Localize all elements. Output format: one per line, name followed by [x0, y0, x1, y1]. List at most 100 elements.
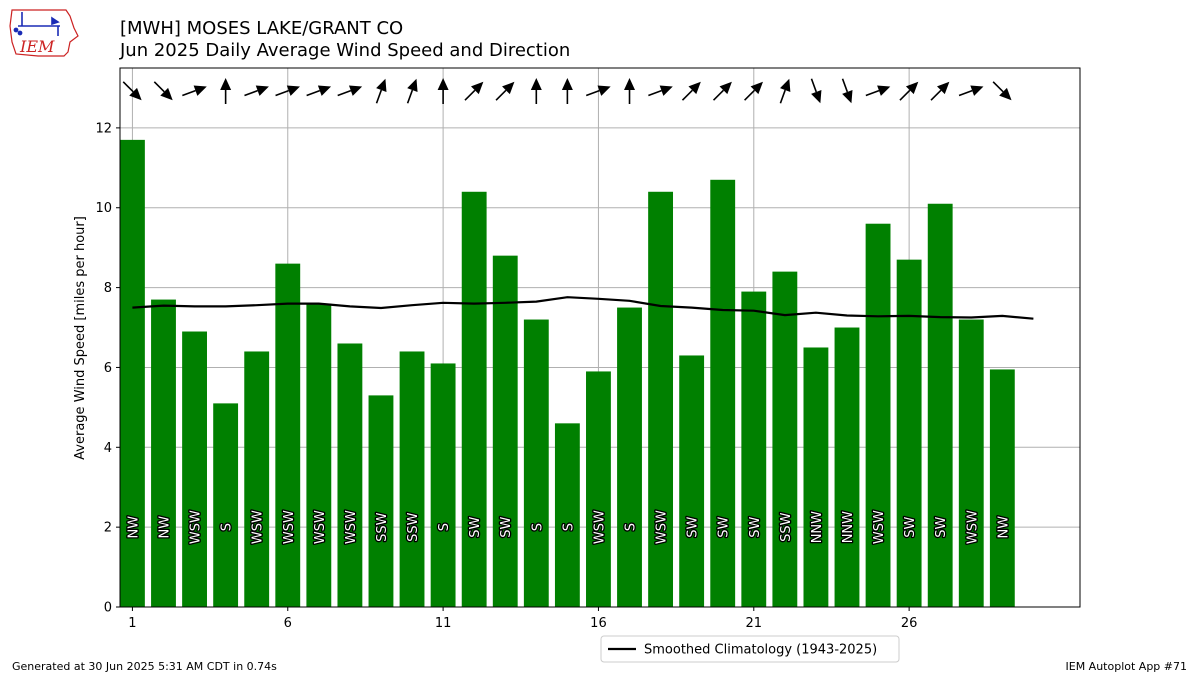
- direction-label-day-5: WSW: [251, 510, 266, 544]
- wind-arrow-day-4: [220, 78, 232, 104]
- wind-arrow-day-15: [561, 78, 573, 104]
- wind-arrow-day-3: [182, 85, 207, 97]
- chart-title: [MWH] MOSES LAKE/GRANT CO: [120, 18, 404, 39]
- y-tick-label: 2: [104, 521, 112, 536]
- direction-label-day-2: NW: [157, 516, 172, 539]
- bar-day-8: [337, 343, 363, 607]
- y-tick-label: 4: [104, 441, 112, 456]
- wind-arrow-day-26: [899, 81, 919, 101]
- bar-day-2: [151, 299, 176, 607]
- direction-label-day-8: WSW: [344, 510, 359, 544]
- climatology-line: [132, 296, 1034, 320]
- wind-arrow-day-11: [437, 78, 449, 104]
- direction-label-day-14: S: [530, 523, 545, 531]
- bar-day-27: [927, 203, 953, 607]
- wind-arrow-day-12: [464, 81, 484, 101]
- x-tick-label: 21: [746, 616, 763, 631]
- wind-arrow-day-27: [930, 81, 950, 101]
- wind-arrow-day-29: [992, 81, 1012, 101]
- direction-label-day-21: SW: [748, 516, 763, 537]
- legend: Smoothed Climatology (1943-2025): [600, 635, 900, 663]
- direction-label-day-10: SSW: [406, 512, 421, 542]
- direction-label-day-16: WSW: [592, 510, 607, 544]
- direction-label-day-25: WSW: [872, 510, 887, 544]
- direction-label-day-29: NW: [996, 516, 1011, 539]
- bar-day-16: [586, 371, 611, 607]
- weather-station-icon: [13, 12, 60, 36]
- bar-day-26: [896, 259, 922, 607]
- y-axis-label: Average Wind Speed [miles per hour]: [73, 216, 88, 460]
- wind-arrow-day-20: [712, 81, 732, 101]
- bar-day-22: [772, 271, 798, 607]
- wind-arrow-day-13: [495, 81, 515, 101]
- wind-arrow-day-19: [681, 81, 701, 101]
- direction-label-day-24: NNW: [841, 511, 856, 543]
- bar-day-23: [803, 347, 829, 607]
- wind-arrow-day-7: [306, 85, 332, 97]
- direction-label-day-27: SW: [934, 516, 949, 537]
- wind-arrow-day-22: [779, 78, 791, 104]
- y-tick-label: 6: [104, 361, 112, 376]
- app-credit: IEM Autoplot App #71: [1065, 660, 1188, 673]
- direction-label-day-12: SW: [468, 516, 483, 537]
- direction-label-day-23: NNW: [810, 511, 825, 543]
- wind-arrow-day-2: [153, 81, 173, 101]
- x-tick-label: 6: [284, 616, 292, 631]
- wind-arrow-day-21: [744, 81, 763, 101]
- y-tick-label: 12: [95, 121, 112, 136]
- direction-label-day-18: WSW: [655, 510, 670, 544]
- wind-arrow-day-24: [841, 78, 853, 104]
- bar-day-1: [120, 139, 145, 607]
- wind-arrow-day-5: [244, 85, 269, 97]
- climatology-line-layer: [132, 296, 1034, 320]
- bar-day-6: [275, 263, 301, 607]
- direction-label-day-3: WSW: [189, 510, 204, 544]
- direction-labels: NW NW WSW S WSW WSW WSW WSW SSW SSW S SW SW S S WSW S WSW…: [125, 509, 1013, 546]
- wind-arrow-day-16: [585, 85, 611, 97]
- x-tick-label: 11: [435, 616, 452, 631]
- bar-day-25: [865, 223, 891, 607]
- bar-day-14: [523, 319, 549, 607]
- wind-arrow-day-17: [624, 78, 636, 104]
- wind-arrow-day-18: [648, 85, 673, 97]
- direction-label-day-13: SW: [499, 516, 514, 537]
- wind-arrow-day-10: [406, 78, 418, 104]
- wind-arrow-day-9: [375, 78, 387, 104]
- direction-label-day-28: WSW: [965, 510, 980, 544]
- bar-day-9: [368, 395, 394, 607]
- bar-day-29: [989, 369, 1015, 607]
- bar-day-7: [306, 303, 332, 607]
- y-axis-ticks: 0 2 4 6 8 10 12: [95, 121, 120, 616]
- bar-day-5: [244, 351, 270, 607]
- iem-logo: IEM: [9, 9, 79, 57]
- wind-arrow-day-28: [958, 85, 984, 97]
- wind-arrow-day-25: [865, 85, 891, 97]
- direction-label-day-1: NW: [126, 516, 141, 539]
- direction-label-day-19: SW: [686, 516, 701, 537]
- wind-arrow-day-23: [810, 78, 822, 104]
- x-tick-label: 16: [590, 616, 607, 631]
- direction-label-day-15: S: [561, 523, 576, 531]
- wind-arrow-day-1: [122, 81, 142, 101]
- legend-label: Smoothed Climatology (1943-2025): [644, 643, 877, 658]
- chart-subtitle: Jun 2025 Daily Average Wind Speed and Di…: [120, 40, 571, 61]
- bar-day-28: [958, 319, 984, 607]
- direction-label-day-4: S: [220, 523, 235, 531]
- direction-label-day-7: WSW: [313, 510, 328, 544]
- direction-label-day-17: S: [624, 523, 639, 531]
- bar-day-21: [741, 291, 767, 607]
- generated-note: Generated at 30 Jun 2025 5:31 AM CDT in …: [12, 660, 277, 673]
- direction-label-day-6: WSW: [282, 510, 297, 544]
- y-tick-label: 10: [95, 201, 112, 216]
- bar-day-4: [213, 403, 239, 607]
- bar-day-13: [492, 255, 518, 607]
- wind-arrow-day-14: [530, 78, 542, 104]
- y-tick-label: 8: [104, 281, 112, 296]
- bar-day-19: [679, 355, 705, 607]
- bar-day-20: [710, 179, 736, 607]
- direction-label-day-26: SW: [903, 516, 918, 537]
- direction-label-day-20: SW: [717, 516, 732, 537]
- direction-label-day-9: SSW: [375, 512, 390, 542]
- x-axis-ticks: 1 6 11 16 21 26: [128, 607, 917, 631]
- legend-box: [600, 635, 900, 663]
